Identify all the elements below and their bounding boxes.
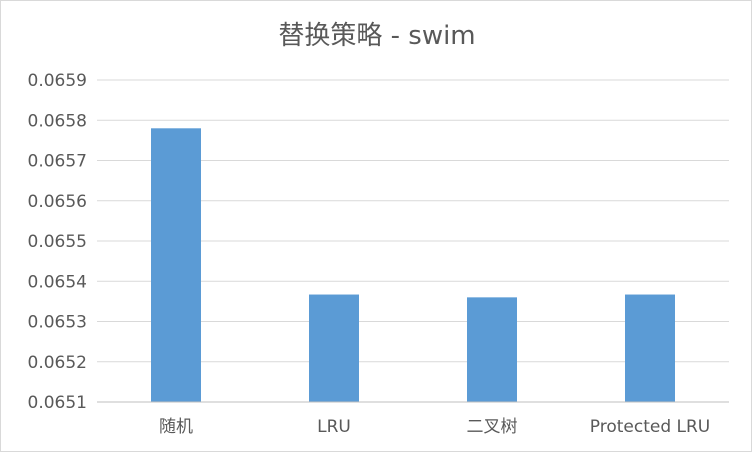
bar-2 xyxy=(467,297,517,402)
bar-0 xyxy=(151,128,201,403)
bar-3 xyxy=(625,294,675,402)
gridlines xyxy=(97,79,729,363)
y-tick-label: 0.0656 xyxy=(28,192,87,212)
y-tick-label: 0.0659 xyxy=(28,71,87,91)
y-axis-ticks: 0.0651 0.0652 0.0653 0.0654 0.0655 0.0656 0.06… xyxy=(28,71,87,413)
x-axis-ticks: 随机 LRU 二叉树 Protected LRU xyxy=(159,417,710,437)
x-tick-label: 随机 xyxy=(159,417,193,437)
y-tick-label: 0.0652 xyxy=(28,353,87,373)
y-tick-label: 0.0654 xyxy=(28,272,87,292)
chart-title: 替换策略 - swim xyxy=(278,21,475,51)
bars xyxy=(151,128,675,403)
y-tick-label: 0.0653 xyxy=(28,313,87,333)
y-tick-label: 0.0657 xyxy=(28,152,87,172)
x-tick-label: LRU xyxy=(317,417,351,437)
y-tick-label: 0.0655 xyxy=(28,232,87,252)
y-tick-label: 0.0658 xyxy=(28,111,87,131)
x-tick-label: Protected LRU xyxy=(590,417,711,437)
bar-1 xyxy=(309,294,359,402)
y-tick-label: 0.0651 xyxy=(28,393,87,413)
x-tick-label: 二叉树 xyxy=(467,417,518,437)
